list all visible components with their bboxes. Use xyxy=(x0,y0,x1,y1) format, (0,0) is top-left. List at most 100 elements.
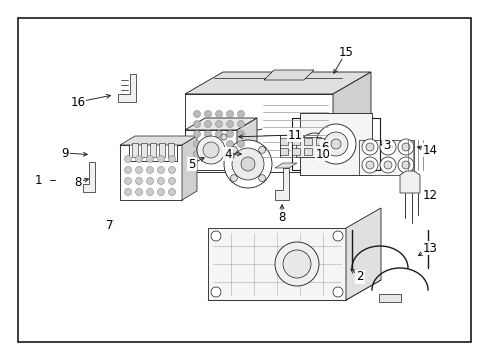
Circle shape xyxy=(146,189,153,195)
Circle shape xyxy=(226,111,233,117)
Circle shape xyxy=(324,132,347,156)
Bar xyxy=(280,138,287,144)
Circle shape xyxy=(237,121,244,127)
Circle shape xyxy=(230,147,237,153)
Circle shape xyxy=(361,157,377,173)
Circle shape xyxy=(283,250,310,278)
Circle shape xyxy=(168,177,175,185)
Polygon shape xyxy=(118,74,136,102)
Circle shape xyxy=(217,130,230,144)
Circle shape xyxy=(379,139,395,155)
Text: 6: 6 xyxy=(321,140,328,153)
Circle shape xyxy=(383,143,391,151)
Circle shape xyxy=(193,140,200,148)
Circle shape xyxy=(157,156,164,162)
Text: 3: 3 xyxy=(383,139,390,152)
Polygon shape xyxy=(299,113,371,175)
Circle shape xyxy=(237,111,244,117)
Circle shape xyxy=(237,140,244,148)
Bar xyxy=(304,148,311,154)
Bar xyxy=(315,148,324,154)
Bar xyxy=(132,143,138,157)
Bar xyxy=(141,143,147,157)
Text: 13: 13 xyxy=(422,242,437,255)
Circle shape xyxy=(365,143,373,151)
Text: 7: 7 xyxy=(106,219,114,231)
Circle shape xyxy=(258,147,265,153)
Text: 8: 8 xyxy=(74,176,81,189)
Polygon shape xyxy=(237,118,257,170)
Circle shape xyxy=(146,166,153,174)
Text: 8: 8 xyxy=(278,211,285,224)
Circle shape xyxy=(204,150,211,158)
Circle shape xyxy=(215,121,222,127)
Circle shape xyxy=(221,134,226,140)
Circle shape xyxy=(383,161,391,169)
Polygon shape xyxy=(184,150,370,172)
Bar xyxy=(295,137,320,157)
Bar xyxy=(291,148,299,154)
Bar xyxy=(358,140,413,175)
Circle shape xyxy=(361,139,377,155)
Circle shape xyxy=(215,140,222,148)
Circle shape xyxy=(274,242,318,286)
Circle shape xyxy=(168,156,175,162)
Circle shape xyxy=(124,166,131,174)
Circle shape xyxy=(210,231,221,241)
Polygon shape xyxy=(399,171,419,193)
Circle shape xyxy=(146,156,153,162)
Polygon shape xyxy=(182,136,197,200)
Circle shape xyxy=(157,177,164,185)
Circle shape xyxy=(401,161,409,169)
Bar xyxy=(378,294,400,302)
Circle shape xyxy=(193,150,200,158)
Polygon shape xyxy=(274,168,288,200)
Polygon shape xyxy=(346,208,380,300)
Polygon shape xyxy=(120,136,197,145)
Circle shape xyxy=(203,142,219,158)
Circle shape xyxy=(397,157,413,173)
Circle shape xyxy=(224,140,271,188)
Polygon shape xyxy=(184,72,370,94)
Circle shape xyxy=(397,139,413,155)
Circle shape xyxy=(379,157,395,173)
Circle shape xyxy=(124,177,131,185)
Bar xyxy=(280,135,324,157)
Circle shape xyxy=(193,121,200,127)
Bar xyxy=(304,138,311,144)
Text: 10: 10 xyxy=(315,148,330,161)
Circle shape xyxy=(215,150,222,158)
Circle shape xyxy=(401,143,409,151)
Polygon shape xyxy=(184,130,237,170)
Polygon shape xyxy=(184,118,257,130)
Bar xyxy=(315,138,324,144)
Bar xyxy=(280,148,287,154)
Circle shape xyxy=(204,140,211,148)
Circle shape xyxy=(226,140,233,148)
Circle shape xyxy=(231,148,264,180)
Circle shape xyxy=(365,161,373,169)
Polygon shape xyxy=(184,94,332,172)
Text: 5: 5 xyxy=(188,158,195,171)
Polygon shape xyxy=(83,162,95,192)
Circle shape xyxy=(135,177,142,185)
Circle shape xyxy=(241,157,254,171)
Text: 16: 16 xyxy=(70,95,85,108)
Circle shape xyxy=(330,139,340,149)
Circle shape xyxy=(193,111,200,117)
Polygon shape xyxy=(207,280,380,300)
Circle shape xyxy=(258,175,265,182)
Circle shape xyxy=(215,111,222,117)
Circle shape xyxy=(197,136,224,164)
Polygon shape xyxy=(264,70,313,80)
Circle shape xyxy=(237,150,244,158)
Circle shape xyxy=(226,121,233,127)
Circle shape xyxy=(193,131,200,138)
Circle shape xyxy=(124,189,131,195)
Text: 11: 11 xyxy=(287,129,302,141)
Circle shape xyxy=(325,140,334,150)
Bar xyxy=(168,143,174,157)
Circle shape xyxy=(135,156,142,162)
Bar xyxy=(129,139,177,161)
Circle shape xyxy=(168,189,175,195)
